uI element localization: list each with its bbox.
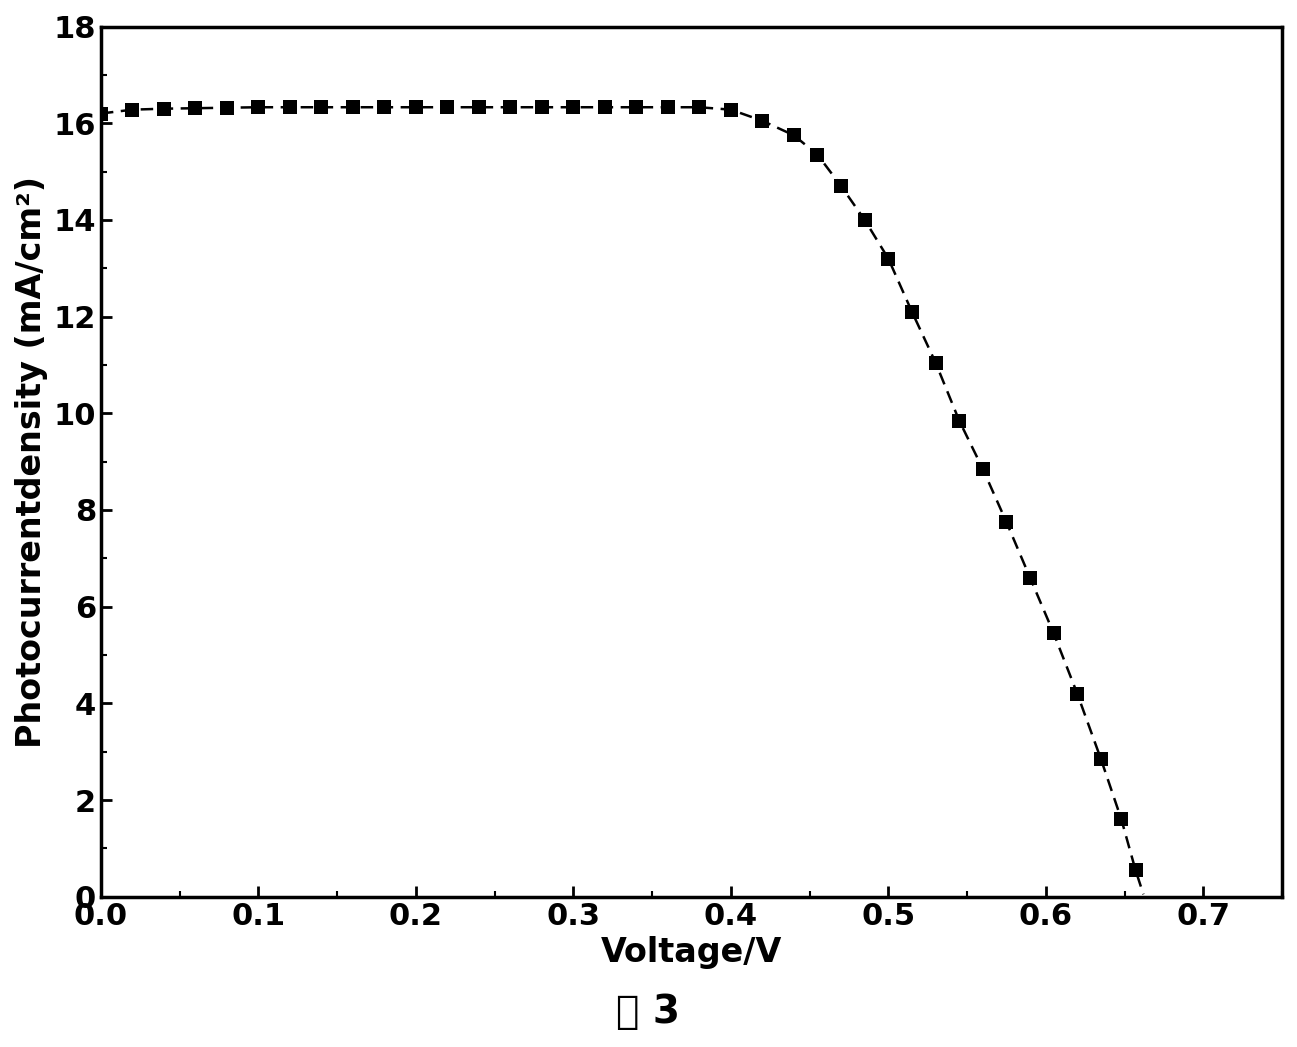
X-axis label: Voltage/V: Voltage/V [601,936,782,970]
Text: 图 3: 图 3 [616,994,681,1031]
Y-axis label: Photocurrentdensity (mA/cm²): Photocurrentdensity (mA/cm²) [16,176,48,748]
